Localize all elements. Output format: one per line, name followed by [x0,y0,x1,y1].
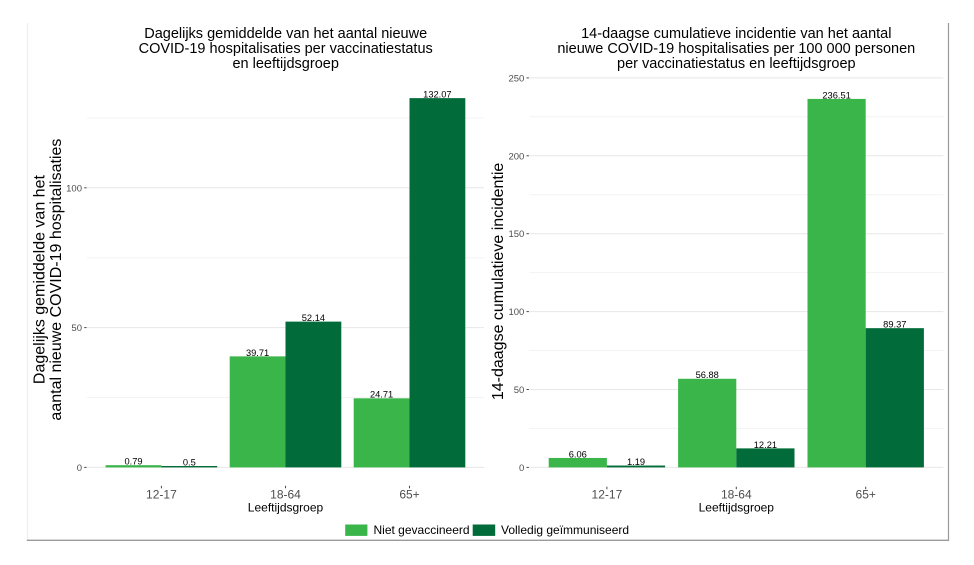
svg-text:en leeftijdsgroep: en leeftijdsgroep [232,56,338,72]
svg-text:1.19: 1.19 [627,457,645,467]
svg-text:nieuwe COVID-19 hospitalisatie: nieuwe COVID-19 hospitalisaties per 100 … [557,41,915,57]
svg-text:Leeftijdsgroep: Leeftijdsgroep [248,501,324,515]
svg-text:18-64: 18-64 [270,488,301,502]
svg-text:0.5: 0.5 [183,457,196,467]
svg-text:250: 250 [508,73,524,84]
svg-text:18-64: 18-64 [721,488,752,502]
svg-text:0.79: 0.79 [124,457,142,467]
svg-text:200: 200 [508,151,524,162]
svg-text:236.51: 236.51 [822,90,850,100]
svg-text:100: 100 [508,307,524,318]
svg-text:89.37: 89.37 [883,320,906,330]
svg-text:100: 100 [66,183,82,194]
svg-text:150: 150 [508,229,524,240]
svg-text:Dagelijks gemiddelde van het a: Dagelijks gemiddelde van het aantal nieu… [144,26,427,42]
svg-text:Dagelijks gemiddelde van het: Dagelijks gemiddelde van het [31,175,48,385]
svg-text:65+: 65+ [856,488,876,502]
svg-text:14-daagse cumulatieve incident: 14-daagse cumulatieve incidentie van het… [581,26,891,42]
svg-text:Volledig geïmmuniseerd: Volledig geïmmuniseerd [501,523,629,537]
svg-text:24.71: 24.71 [370,390,393,400]
svg-text:50: 50 [514,385,525,396]
svg-text:Leeftijdsgroep: Leeftijdsgroep [699,501,775,515]
svg-text:56.88: 56.88 [696,370,719,380]
svg-text:per vaccinatiestatus en leefti: per vaccinatiestatus en leeftijdsgroep [617,56,856,72]
svg-text:6.06: 6.06 [569,449,587,459]
svg-text:39.71: 39.71 [246,348,269,358]
svg-text:52.14: 52.14 [302,313,325,323]
svg-text:aantal nieuwe COVID-19 hospita: aantal nieuwe COVID-19 hospitalisaties [48,139,65,421]
svg-text:0: 0 [77,463,82,474]
svg-text:65+: 65+ [399,488,419,502]
svg-text:Niet gevaccineerd: Niet gevaccineerd [374,523,470,537]
svg-text:12-17: 12-17 [592,488,623,502]
svg-text:12.21: 12.21 [754,440,777,450]
svg-text:0: 0 [519,463,524,474]
svg-text:14-daagse cumulatieve incident: 14-daagse cumulatieve incidentie [490,163,507,401]
svg-text:COVID-19 hospitalisaties per v: COVID-19 hospitalisaties per vaccinaties… [139,41,433,57]
svg-text:50: 50 [71,323,82,334]
svg-text:12-17: 12-17 [146,488,177,502]
svg-text:132.07: 132.07 [423,90,451,100]
